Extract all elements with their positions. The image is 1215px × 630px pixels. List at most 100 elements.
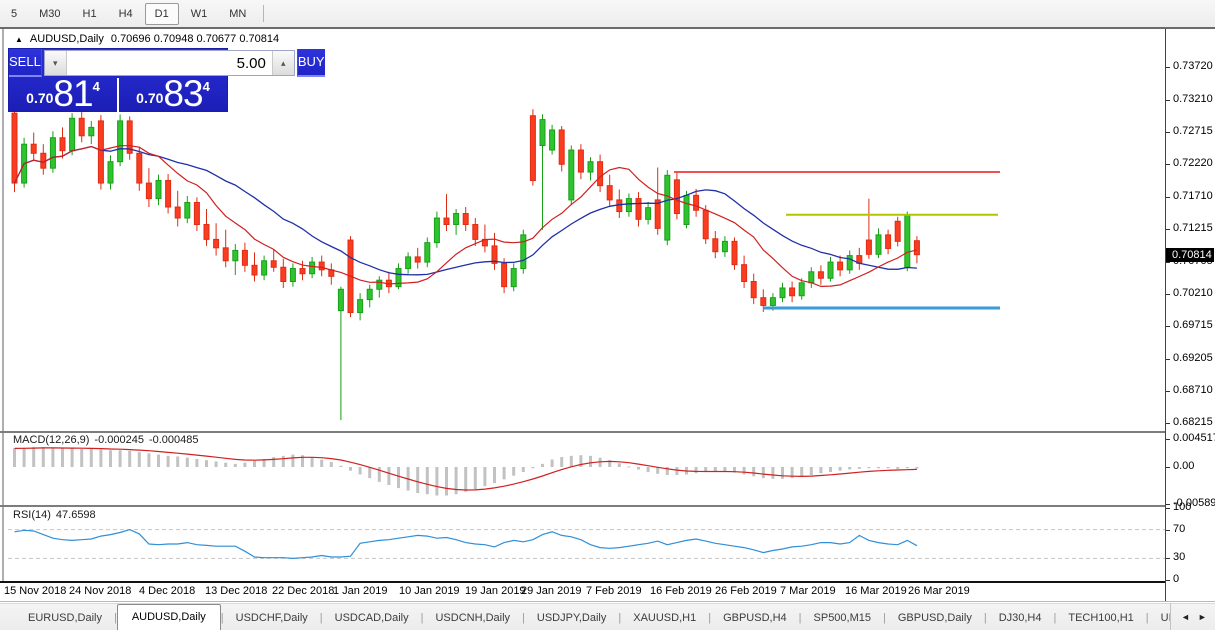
timeframe-button-h1[interactable]: H1 (82, 7, 97, 20)
tab-divider: | (708, 612, 712, 624)
macd-axis-label: 0.00 (1173, 460, 1195, 472)
main-price-chart[interactable] (8, 31, 1165, 431)
buy-button[interactable]: BUY (296, 49, 325, 77)
price-axis-label: 0.71710 (1173, 189, 1213, 202)
volume-stepper: ▾ ▴ (43, 50, 295, 76)
tab-sp500-m15[interactable]: SP500,M15 (813, 612, 871, 624)
macd-axis-label-tick (1166, 467, 1170, 468)
tab-usdcad-daily[interactable]: USDCAD,Daily (334, 612, 409, 624)
macd-name: MACD(12,26,9) (13, 434, 90, 446)
rsi-axis-label-tick (1166, 558, 1170, 560)
tab-gbpusd-h4[interactable]: GBPUSD,H4 (723, 612, 787, 624)
ma-fast-line (13, 145, 918, 288)
timeframe-button-mn[interactable]: MN (229, 7, 247, 20)
price-axis-label-tick (1166, 66, 1170, 68)
date-axis-label: 19 Jan 2019 (465, 585, 526, 597)
date-axis-label: 22 Dec 2018 (272, 585, 335, 597)
macd-label: MACD(12,26,9) -0.000245 -0.000485 (13, 434, 204, 446)
chart-ohlc-values: 0.70696 0.70948 0.70677 0.70814 (110, 33, 280, 45)
price-axis-label: 0.73210 (1173, 92, 1213, 105)
timeframe-button-m30[interactable]: M30 (39, 7, 61, 20)
tab-ui[interactable]: UI (1160, 612, 1170, 624)
price-axis-label-tick (1166, 261, 1170, 263)
rsi-indicator-chart[interactable] (8, 508, 1165, 581)
tab-usdchf-daily[interactable]: USDCHF,Daily (235, 612, 308, 624)
volume-increase-button[interactable]: ▴ (271, 51, 294, 75)
date-axis-label: 16 Mar 2019 (845, 585, 907, 597)
price-axis-label-tick (1166, 196, 1170, 198)
date-axis-label: 13 Dec 2018 (205, 585, 268, 597)
price-axis-label: 0.71215 (1173, 221, 1213, 234)
tab-usdjpy-daily[interactable]: USDJPY,Daily (536, 612, 607, 624)
date-axis: 15 Nov 2018 24 Nov 2018 4 Dec 2018 13 Dec 2… (0, 583, 1165, 601)
tab-scroll-controls: ◄ ► (1170, 603, 1213, 630)
sell-price-prefix: 0.70 (26, 90, 54, 106)
tab-audusd-daily[interactable]: AUDUSD,Daily (116, 604, 221, 630)
price-axis-label: 0.70210 (1173, 286, 1213, 299)
tab-tech100-h1[interactable]: TECH100,H1 (1068, 612, 1134, 624)
sell-price-pipette: 4 (92, 79, 100, 94)
tab-divider: | (220, 612, 224, 624)
horizontal-level-lines[interactable] (674, 171, 1000, 310)
price-axis-label: 0.69205 (1173, 351, 1213, 364)
price-axis-label: 0.72220 (1173, 156, 1213, 169)
date-axis-label: 16 Feb 2019 (650, 585, 712, 597)
date-axis-label: 29 Jan 2019 (521, 585, 582, 597)
price-axis-label-tick (1166, 390, 1170, 392)
tab-divider: | (319, 612, 323, 624)
macd-indicator-chart[interactable] (8, 434, 1165, 505)
rsi-axis-label: 100 (1173, 501, 1192, 513)
macd-axis-label: -0.005899 (1173, 496, 1215, 509)
buy-quote[interactable]: 0.70 83 4 (119, 75, 227, 112)
chart-header: ▲ AUDUSD,Daily 0.70696 0.70948 0.70677 0… (15, 33, 279, 45)
timeframe-toolbar: 5 M30 H1 H4 D1 W1 MN (0, 0, 1215, 27)
collapse-triangle-icon[interactable]: ▲ (15, 34, 23, 44)
timeframe-button-w1[interactable]: W1 (190, 7, 208, 20)
trade-quotes-row: 0.70 81 4 0.70 83 4 (9, 73, 227, 114)
price-axis-label-tick (1166, 325, 1170, 327)
date-axis-label: 7 Mar 2019 (780, 585, 836, 597)
toolbar-separator (263, 5, 265, 22)
timeframe-button-h4[interactable]: H4 (118, 7, 133, 20)
volume-decrease-button[interactable]: ▾ (44, 51, 67, 75)
macd-rsi-separator[interactable] (0, 505, 1165, 507)
macd-signal-value: -0.000485 (148, 434, 199, 446)
tab-gbpusd-daily[interactable]: GBPUSD,Daily (897, 612, 972, 624)
rsi-line (14, 528, 918, 560)
tab-xauusd-h1[interactable]: XAUUSD,H1 (633, 612, 697, 624)
sell-quote[interactable]: 0.70 81 4 (9, 73, 119, 114)
date-axis-label: 7 Feb 2019 (586, 585, 642, 597)
price-axis-label: 0.68710 (1173, 383, 1213, 396)
price-axis: 0.73720 0.73210 0.72715 0.72220 0.71710 0.712… (1166, 29, 1215, 601)
sell-button[interactable]: SELL (9, 49, 42, 77)
chart-macd-separator[interactable] (0, 431, 1165, 433)
ma-slow-line (13, 145, 917, 276)
tab-usdcnh-daily[interactable]: USDCNH,Daily (435, 612, 511, 624)
price-axis-border (1165, 29, 1166, 601)
rsi-axis-label-tick (1166, 529, 1170, 531)
trade-buttons-row: SELL ▾ ▴ BUY (9, 49, 325, 77)
buy-price-pipette: 4 (202, 79, 210, 94)
rsi-bottom-border (0, 581, 1165, 583)
date-axis-border (0, 601, 1215, 602)
volume-input[interactable] (66, 51, 272, 75)
current-price-tag: 0.70814 (1166, 247, 1214, 262)
tab-scroll-right-icon[interactable]: ► (1197, 611, 1207, 622)
sell-price-big: 81 (53, 73, 93, 114)
timeframe-button-5[interactable]: 5 (11, 7, 18, 20)
tab-scroll-left-icon[interactable]: ◄ (1181, 611, 1190, 622)
tab-divider: | (883, 612, 886, 624)
macd-axis-label-tick (1166, 503, 1170, 505)
macd-histogram (13, 447, 919, 496)
tab-divider: | (522, 612, 525, 624)
price-axis-label-tick (1166, 358, 1170, 360)
macd-axis-label: 0.004517 (1173, 431, 1215, 444)
date-axis-label: 15 Nov 2018 (4, 585, 67, 597)
price-axis-label: 0.72715 (1173, 124, 1213, 137)
timeframe-button-d1[interactable]: D1 (144, 2, 179, 25)
tab-dj30-h4[interactable]: DJ30,H4 (998, 612, 1042, 624)
chart-symbol-title: AUDUSD,Daily (29, 33, 104, 45)
tab-eurusd-daily[interactable]: EURUSD,Daily (28, 612, 102, 624)
